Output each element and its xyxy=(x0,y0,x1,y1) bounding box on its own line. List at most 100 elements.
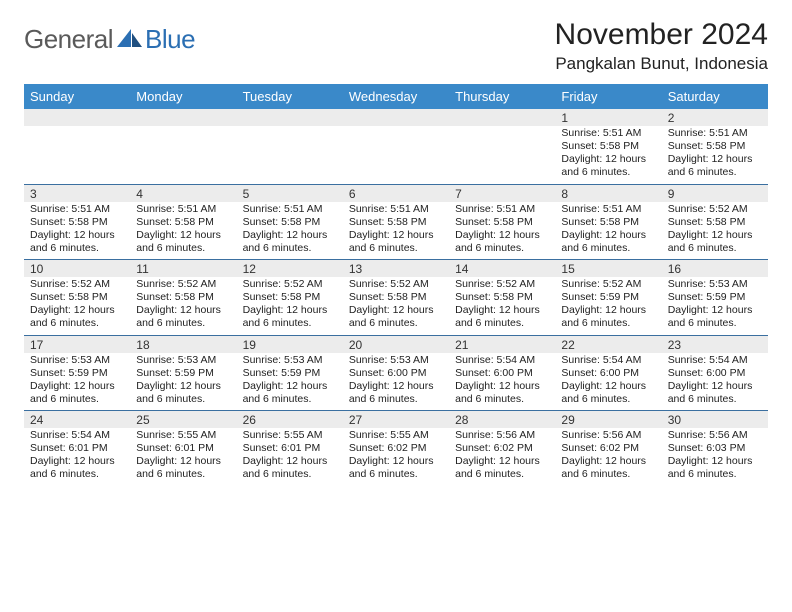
daylight-line: and 6 minutes. xyxy=(668,317,762,330)
logo-word-1: General xyxy=(24,24,113,55)
daylight-line: Daylight: 12 hours xyxy=(455,304,549,317)
sunset-line: Sunset: 5:58 PM xyxy=(455,216,549,229)
sunset-line: Sunset: 5:58 PM xyxy=(243,291,337,304)
month-title: November 2024 xyxy=(555,18,768,52)
day-detail-cell: Sunrise: 5:52 AMSunset: 5:58 PMDaylight:… xyxy=(130,277,236,335)
sunset-line: Sunset: 6:01 PM xyxy=(136,442,230,455)
day-number-cell: 26 xyxy=(237,411,343,429)
day-detail-cell xyxy=(343,126,449,184)
day-detail-cell: Sunrise: 5:51 AMSunset: 5:58 PMDaylight:… xyxy=(343,202,449,260)
day-number-cell: 16 xyxy=(662,260,768,278)
day-detail-cell: Sunrise: 5:51 AMSunset: 5:58 PMDaylight:… xyxy=(449,202,555,260)
sunrise-line: Sunrise: 5:56 AM xyxy=(668,429,762,442)
daylight-line: and 6 minutes. xyxy=(136,393,230,406)
day-number-cell xyxy=(449,109,555,126)
sunset-line: Sunset: 5:58 PM xyxy=(136,291,230,304)
sunrise-line: Sunrise: 5:51 AM xyxy=(561,203,655,216)
sunset-line: Sunset: 5:59 PM xyxy=(561,291,655,304)
week-detail-row: Sunrise: 5:51 AMSunset: 5:58 PMDaylight:… xyxy=(24,126,768,184)
week-detail-row: Sunrise: 5:53 AMSunset: 5:59 PMDaylight:… xyxy=(24,353,768,411)
daylight-line: and 6 minutes. xyxy=(455,317,549,330)
sunset-line: Sunset: 5:58 PM xyxy=(30,216,124,229)
daylight-line: and 6 minutes. xyxy=(136,317,230,330)
day-number-cell xyxy=(24,109,130,126)
daylight-line: and 6 minutes. xyxy=(349,393,443,406)
sunset-line: Sunset: 5:59 PM xyxy=(30,367,124,380)
sunrise-line: Sunrise: 5:54 AM xyxy=(455,354,549,367)
day-detail-cell: Sunrise: 5:52 AMSunset: 5:58 PMDaylight:… xyxy=(24,277,130,335)
sunset-line: Sunset: 6:01 PM xyxy=(30,442,124,455)
dow-thursday: Thursday xyxy=(449,84,555,109)
sunrise-line: Sunrise: 5:51 AM xyxy=(455,203,549,216)
day-detail-cell: Sunrise: 5:53 AMSunset: 5:59 PMDaylight:… xyxy=(662,277,768,335)
daylight-line: Daylight: 12 hours xyxy=(455,380,549,393)
day-detail-cell: Sunrise: 5:52 AMSunset: 5:59 PMDaylight:… xyxy=(555,277,661,335)
daylight-line: Daylight: 12 hours xyxy=(30,229,124,242)
daylight-line: Daylight: 12 hours xyxy=(243,455,337,468)
logo: General Blue xyxy=(24,18,195,55)
daylight-line: Daylight: 12 hours xyxy=(136,229,230,242)
calendar-table: Sunday Monday Tuesday Wednesday Thursday… xyxy=(24,84,768,486)
dow-tuesday: Tuesday xyxy=(237,84,343,109)
day-number-cell: 9 xyxy=(662,184,768,202)
day-detail-cell: Sunrise: 5:52 AMSunset: 5:58 PMDaylight:… xyxy=(237,277,343,335)
dow-saturday: Saturday xyxy=(662,84,768,109)
sunset-line: Sunset: 5:58 PM xyxy=(349,216,443,229)
sunrise-line: Sunrise: 5:53 AM xyxy=(349,354,443,367)
day-number-cell: 22 xyxy=(555,335,661,353)
sunrise-line: Sunrise: 5:51 AM xyxy=(561,127,655,140)
week-daynum-row: 12 xyxy=(24,109,768,126)
sunset-line: Sunset: 5:58 PM xyxy=(349,291,443,304)
daylight-line: Daylight: 12 hours xyxy=(561,153,655,166)
sunrise-line: Sunrise: 5:54 AM xyxy=(30,429,124,442)
sunset-line: Sunset: 5:58 PM xyxy=(30,291,124,304)
week-daynum-row: 24252627282930 xyxy=(24,411,768,429)
daylight-line: Daylight: 12 hours xyxy=(668,455,762,468)
day-number-cell: 18 xyxy=(130,335,236,353)
day-detail-cell: Sunrise: 5:55 AMSunset: 6:02 PMDaylight:… xyxy=(343,428,449,486)
sunrise-line: Sunrise: 5:53 AM xyxy=(668,278,762,291)
day-detail-cell xyxy=(24,126,130,184)
sunset-line: Sunset: 6:03 PM xyxy=(668,442,762,455)
daylight-line: and 6 minutes. xyxy=(349,242,443,255)
dow-sunday: Sunday xyxy=(24,84,130,109)
week-detail-row: Sunrise: 5:54 AMSunset: 6:01 PMDaylight:… xyxy=(24,428,768,486)
daylight-line: and 6 minutes. xyxy=(668,468,762,481)
sunrise-line: Sunrise: 5:53 AM xyxy=(30,354,124,367)
day-number-cell: 15 xyxy=(555,260,661,278)
sunset-line: Sunset: 6:00 PM xyxy=(561,367,655,380)
sunrise-line: Sunrise: 5:54 AM xyxy=(561,354,655,367)
day-detail-cell xyxy=(237,126,343,184)
sunrise-line: Sunrise: 5:55 AM xyxy=(243,429,337,442)
daylight-line: Daylight: 12 hours xyxy=(30,304,124,317)
daylight-line: Daylight: 12 hours xyxy=(349,455,443,468)
daylight-line: Daylight: 12 hours xyxy=(30,455,124,468)
day-number-cell: 14 xyxy=(449,260,555,278)
day-number-cell: 17 xyxy=(24,335,130,353)
day-number-cell: 23 xyxy=(662,335,768,353)
daylight-line: and 6 minutes. xyxy=(561,468,655,481)
day-detail-cell: Sunrise: 5:52 AMSunset: 5:58 PMDaylight:… xyxy=(343,277,449,335)
day-number-cell: 7 xyxy=(449,184,555,202)
day-number-cell: 5 xyxy=(237,184,343,202)
daylight-line: Daylight: 12 hours xyxy=(561,380,655,393)
sunrise-line: Sunrise: 5:54 AM xyxy=(668,354,762,367)
sunrise-line: Sunrise: 5:55 AM xyxy=(349,429,443,442)
day-detail-cell: Sunrise: 5:54 AMSunset: 6:00 PMDaylight:… xyxy=(449,353,555,411)
daylight-line: Daylight: 12 hours xyxy=(243,229,337,242)
day-detail-cell: Sunrise: 5:54 AMSunset: 6:01 PMDaylight:… xyxy=(24,428,130,486)
day-detail-cell: Sunrise: 5:51 AMSunset: 5:58 PMDaylight:… xyxy=(662,126,768,184)
daylight-line: Daylight: 12 hours xyxy=(136,455,230,468)
day-detail-cell: Sunrise: 5:54 AMSunset: 6:00 PMDaylight:… xyxy=(662,353,768,411)
daylight-line: and 6 minutes. xyxy=(455,468,549,481)
day-detail-cell: Sunrise: 5:51 AMSunset: 5:58 PMDaylight:… xyxy=(555,202,661,260)
title-block: November 2024 Pangkalan Bunut, Indonesia xyxy=(555,18,768,74)
daylight-line: Daylight: 12 hours xyxy=(561,304,655,317)
day-detail-cell: Sunrise: 5:53 AMSunset: 6:00 PMDaylight:… xyxy=(343,353,449,411)
daylight-line: Daylight: 12 hours xyxy=(455,455,549,468)
day-number-cell: 8 xyxy=(555,184,661,202)
day-detail-cell: Sunrise: 5:56 AMSunset: 6:03 PMDaylight:… xyxy=(662,428,768,486)
day-number-cell xyxy=(130,109,236,126)
daylight-line: and 6 minutes. xyxy=(136,242,230,255)
day-detail-cell: Sunrise: 5:54 AMSunset: 6:00 PMDaylight:… xyxy=(555,353,661,411)
